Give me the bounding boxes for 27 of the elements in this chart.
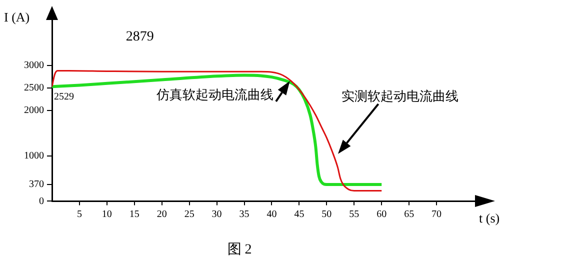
x-tick-label: 40 <box>266 208 277 220</box>
annotation: 2879 <box>126 29 154 44</box>
x-axis-title: t (s) <box>479 210 500 226</box>
x-tick-label: 15 <box>129 208 140 220</box>
text: 图 2 <box>227 242 252 258</box>
y-tick-label: 370 <box>29 179 44 190</box>
y-tick-label: 1000 <box>24 150 44 162</box>
y-tick-label: 2000 <box>24 105 44 116</box>
y-tick-label: 3000 <box>24 60 44 71</box>
y-tick-label: 0 <box>39 196 44 207</box>
y-tick-label: 2500 <box>24 82 44 94</box>
text: 实测软起动电流曲线 <box>342 88 458 104</box>
x-tick-label: 70 <box>432 208 442 220</box>
x-tick-label: 60 <box>376 208 387 220</box>
x-tick-label: 55 <box>349 208 360 220</box>
x-tick-label: 65 <box>404 208 414 220</box>
x-tick-label: 25 <box>184 208 194 220</box>
annotation: 2529 <box>54 91 74 102</box>
x-tick-label: 50 <box>322 208 332 220</box>
series-label: 仿真软起动电流曲线 <box>156 87 274 104</box>
x-tick-label: 10 <box>102 208 112 220</box>
y-axis-title: I (A) <box>4 9 30 24</box>
x-tick-label: 20 <box>156 208 167 220</box>
x-tick-label: 35 <box>239 208 250 220</box>
x-tick-label: 5 <box>76 208 82 220</box>
x-tick-label: 45 <box>294 208 304 220</box>
x-tick-label: 30 <box>212 208 222 220</box>
